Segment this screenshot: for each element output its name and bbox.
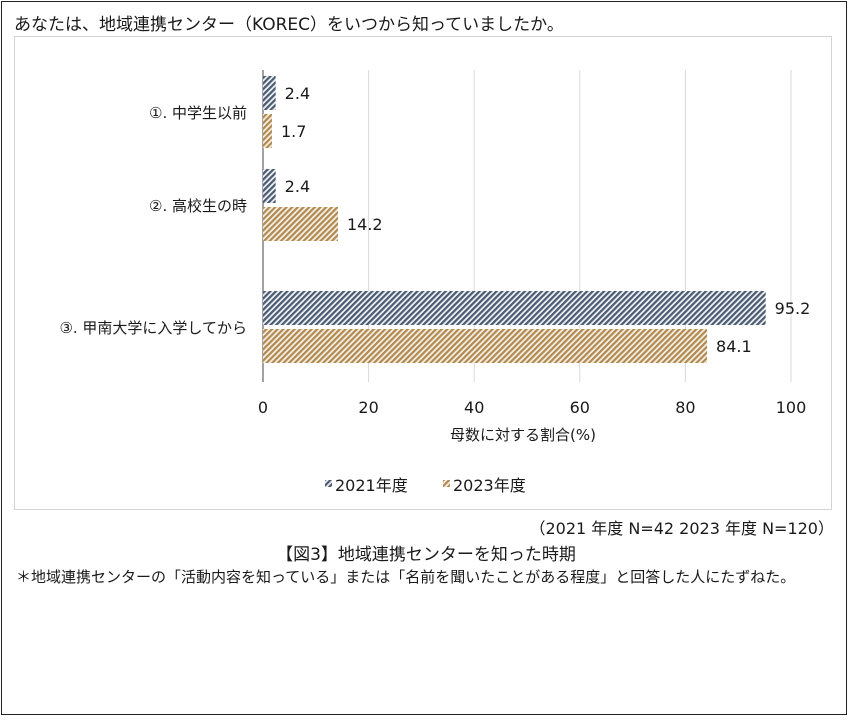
labels: 0 20 40 60 80 100 ①. 中学生以前 2.4 1.7 ②. 高校生の時 2.4 14.…: [59, 84, 810, 417]
data-label: 2.4: [285, 177, 310, 196]
legend-label: 2023年度: [453, 476, 526, 495]
legend-label: 2021年度: [335, 476, 408, 495]
bar: [263, 114, 272, 148]
x-tick-label: 0: [258, 398, 268, 417]
x-tick-label: 80: [675, 398, 695, 417]
sample-size-note: （2021 年度 N=42 2023 年度 N=120）: [529, 519, 834, 538]
bar: [263, 76, 276, 110]
category-label: ①. 中学生以前: [149, 104, 247, 122]
figure-caption: 【図3】地域連携センターを知った時期: [276, 545, 576, 565]
footnote: ＊地域連携センターの「活動内容を知っている」または「名前を聞いたことがある程度」…: [16, 568, 796, 586]
x-tick-label: 40: [464, 398, 484, 417]
bar: [263, 329, 708, 363]
bar-chart: 0 20 40 60 80 100 ①. 中学生以前 2.4 1.7 ②. 高校生の時 2.4 14.…: [59, 70, 810, 495]
bar: [263, 169, 276, 203]
bar: [263, 291, 766, 325]
x-tick-label: 100: [776, 398, 807, 417]
bars: [263, 76, 766, 363]
x-tick-label: 60: [570, 398, 590, 417]
legend-swatch: [443, 480, 450, 487]
bar: [263, 207, 338, 241]
data-label: 2.4: [285, 84, 310, 103]
data-label: 1.7: [281, 122, 306, 141]
question-text: あなたは、地域連携センター（KOREC）をいつから知っていましたか。: [14, 15, 564, 35]
x-tick-label: 20: [358, 398, 378, 417]
legend: 2021年度 2023年度: [325, 476, 526, 495]
data-label: 84.1: [716, 337, 752, 356]
x-axis-title: 母数に対する割合(%): [450, 426, 596, 444]
data-label: 95.2: [775, 299, 811, 318]
category-label: ③. 甲南大学に入学してから: [59, 319, 247, 337]
legend-swatch: [325, 480, 332, 487]
category-label: ②. 高校生の時: [149, 197, 247, 215]
data-label: 14.2: [347, 215, 383, 234]
chart-area: [14, 36, 832, 510]
